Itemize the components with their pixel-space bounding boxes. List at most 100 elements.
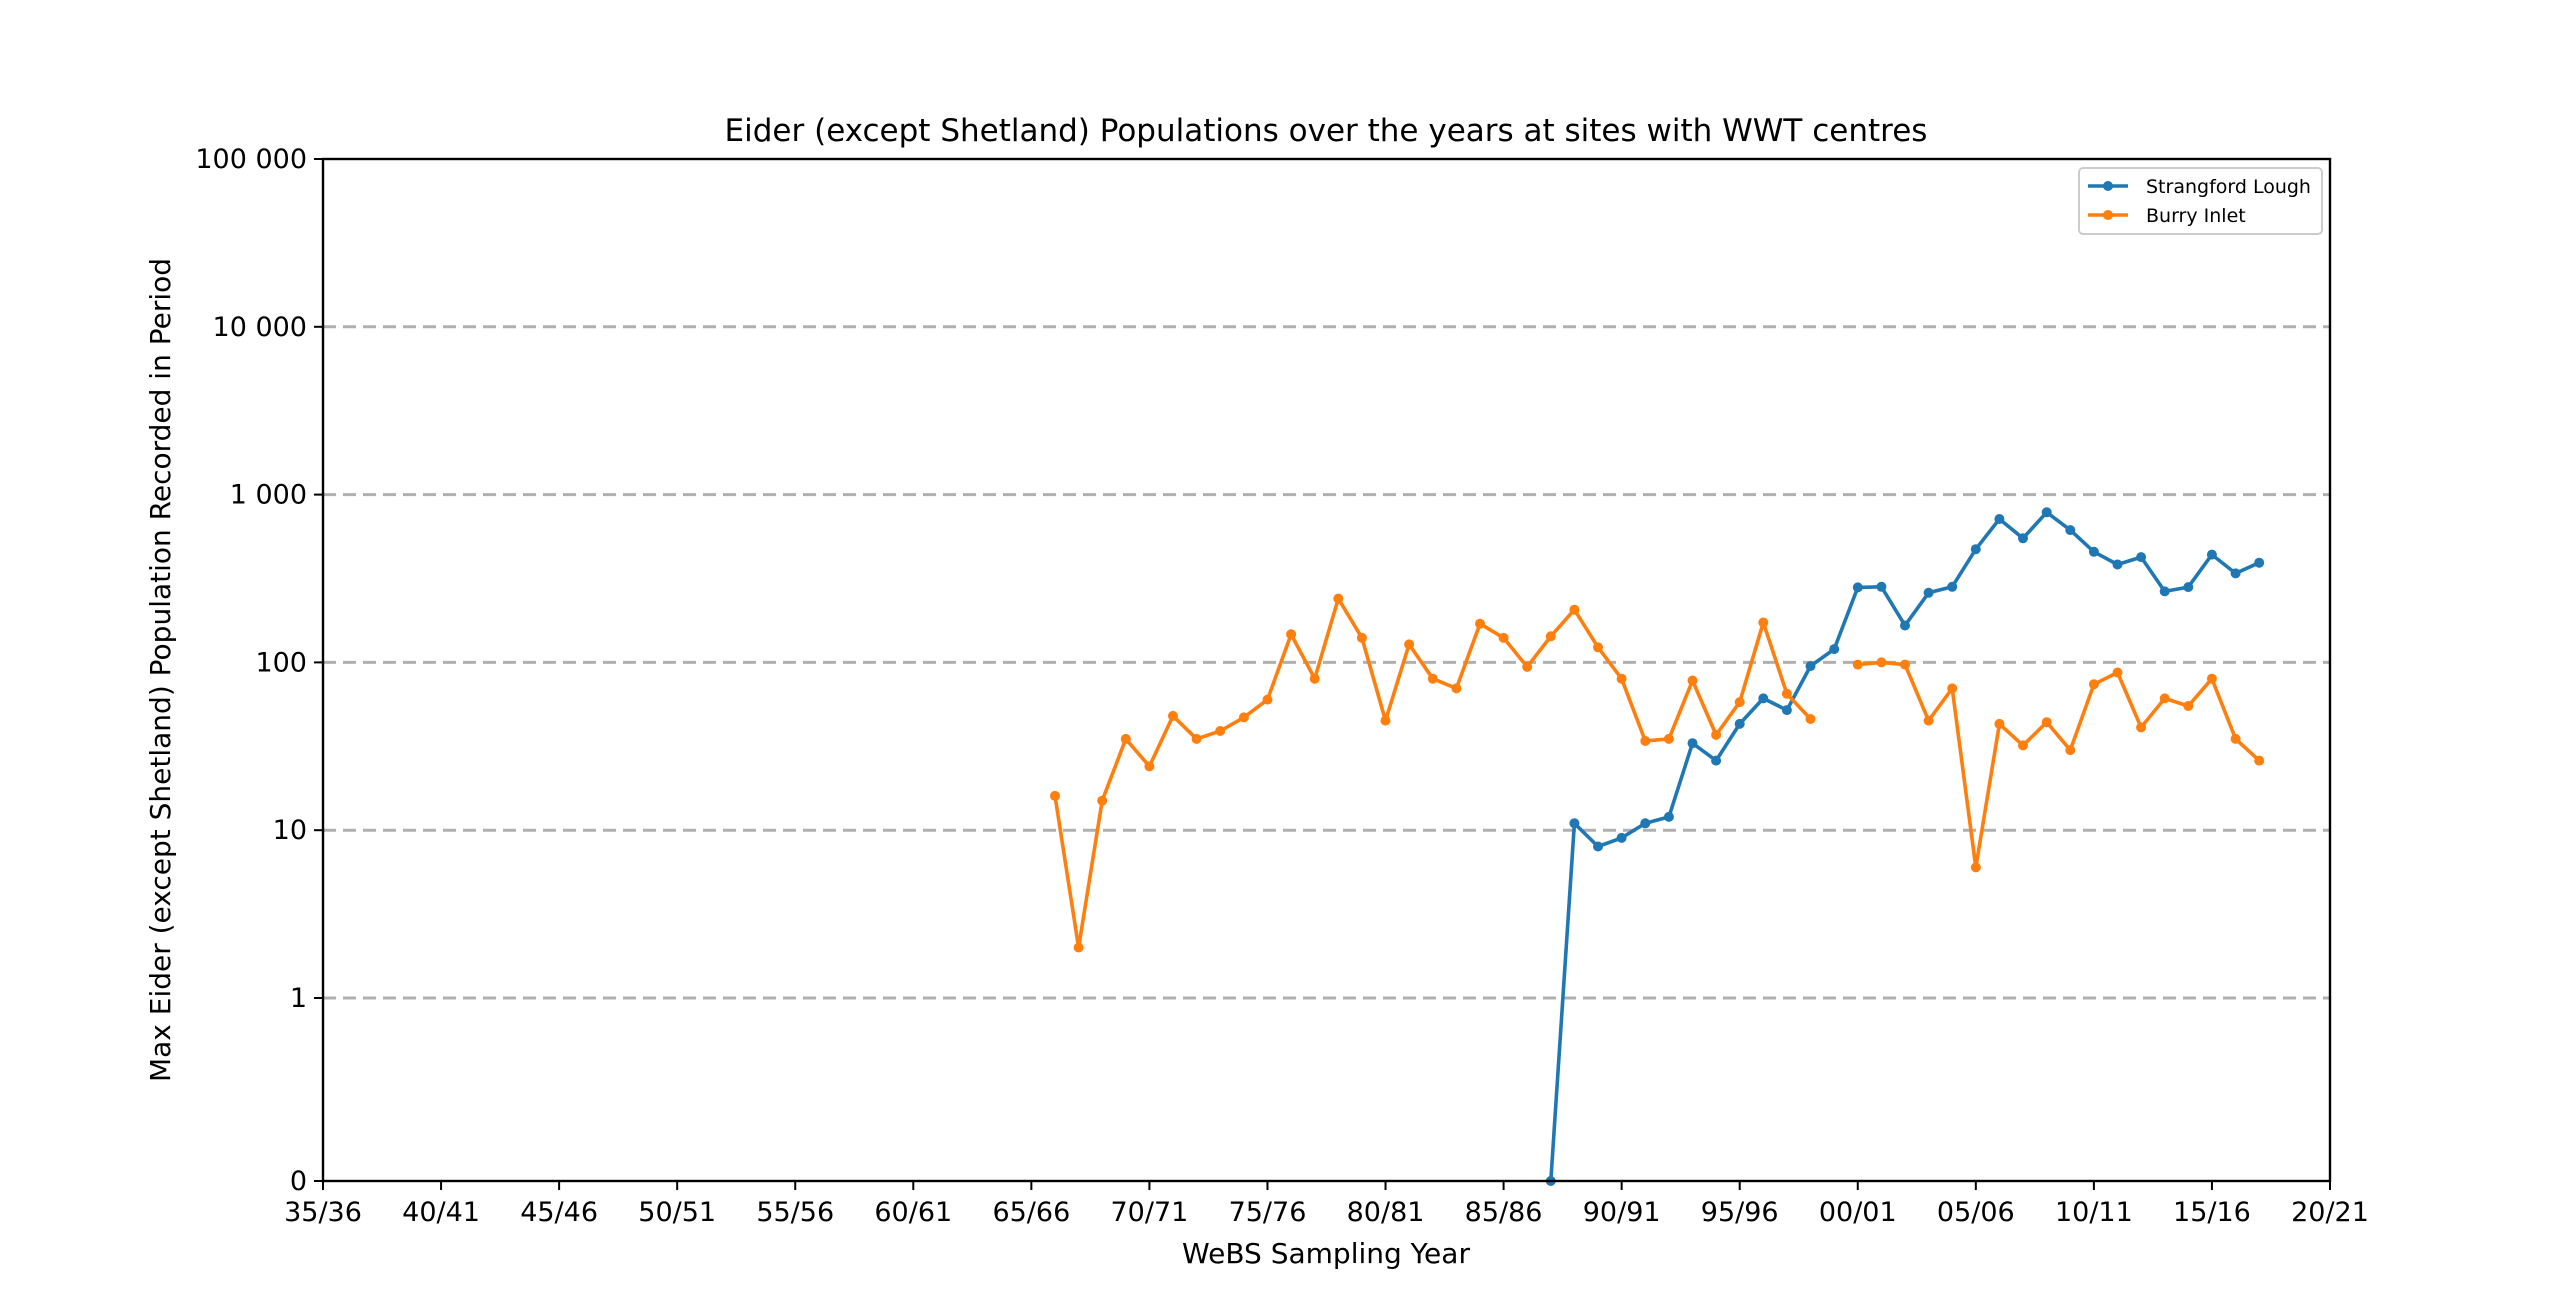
y-tick-label-4: 1 000 <box>230 480 307 511</box>
data-point-strangford-lough-1988 <box>1569 818 1580 829</box>
legend: Strangford Lough Burry Inlet <box>2078 167 2323 235</box>
x-axis-label: WeBS Sampling Year <box>1182 1237 1470 1270</box>
data-point-burry-inlet-1996 <box>1758 617 1769 628</box>
data-point-burry-inlet-2003 <box>1923 715 1934 726</box>
x-tick-label-5: 60/61 <box>874 1197 952 1228</box>
legend-item-burry-inlet: Burry Inlet <box>2088 205 2246 227</box>
legend-marker-strangford-lough <box>2103 181 2113 191</box>
x-tick-label-14: 05/06 <box>1937 1197 2015 1228</box>
data-point-burry-inlet-1987 <box>1545 631 1556 642</box>
data-point-strangford-lough-1992 <box>1663 811 1674 822</box>
data-point-burry-inlet-1997 <box>1781 688 1792 699</box>
data-point-strangford-lough-2010 <box>2088 546 2099 557</box>
x-tick-label-1: 40/41 <box>402 1197 480 1228</box>
data-point-burry-inlet-1982 <box>1427 673 1438 684</box>
data-point-burry-inlet-2005 <box>1970 862 1981 873</box>
y-tick-label-6: 100 000 <box>195 144 307 175</box>
data-point-burry-inlet-1970 <box>1144 761 1155 772</box>
data-point-burry-inlet-1971 <box>1168 710 1178 721</box>
data-point-burry-inlet-2016 <box>2230 733 2241 744</box>
y-tick-label-1: 1 <box>290 983 307 1014</box>
data-point-burry-inlet-2014 <box>2183 701 2194 711</box>
data-point-burry-inlet-2007 <box>2018 740 2028 751</box>
series-line-burry-inlet-1 <box>1856 660 2261 870</box>
data-point-strangford-lough-2005 <box>1970 544 1981 555</box>
data-point-burry-inlet-1991 <box>1640 736 1651 746</box>
data-point-burry-inlet-1976 <box>1286 629 1297 640</box>
chart-title: Eider (except Shetland) Populations over… <box>725 113 1928 149</box>
data-point-burry-inlet-1992 <box>1663 733 1674 744</box>
data-point-strangford-lough-1991 <box>1640 818 1651 829</box>
x-axis-ticks: 35/36 40/41 45/46 50/51 55/56 60/61 65/66 70/71… <box>284 1181 2369 1228</box>
x-tick-label-7: 70/71 <box>1111 1197 1189 1228</box>
data-point-strangford-lough-2001 <box>1876 581 1887 592</box>
data-point-strangford-lough-2003 <box>1923 587 1934 598</box>
legend-label-burry-inlet: Burry Inlet <box>2146 205 2246 227</box>
data-point-strangford-lough-1997 <box>1781 705 1792 716</box>
data-point-strangford-lough-2011 <box>2112 559 2123 570</box>
data-point-burry-inlet-1968 <box>1097 795 1108 806</box>
data-point-burry-inlet-1979 <box>1356 632 1367 643</box>
data-point-burry-inlet-2017 <box>2254 755 2265 766</box>
data-point-strangford-lough-2013 <box>2159 586 2170 597</box>
data-point-burry-inlet-2010 <box>2088 679 2099 690</box>
data-point-burry-inlet-1977 <box>1309 673 1320 684</box>
data-point-strangford-lough-1989 <box>1593 841 1603 852</box>
data-point-burry-inlet-2015 <box>2206 673 2217 684</box>
data-point-strangford-lough-2006 <box>1994 514 2005 524</box>
y-axis-label: Max Eider (except Shetland) Population R… <box>144 258 177 1082</box>
data-point-burry-inlet-1966 <box>1050 790 1060 801</box>
data-point-strangford-lough-2008 <box>2041 507 2052 518</box>
data-point-burry-inlet-1998 <box>1805 714 1816 724</box>
data-point-burry-inlet-1995 <box>1734 697 1745 708</box>
data-point-burry-inlet-1990 <box>1616 673 1627 684</box>
x-tick-label-2: 45/46 <box>520 1197 598 1228</box>
data-point-burry-inlet-1981 <box>1404 639 1415 650</box>
x-tick-label-3: 50/51 <box>638 1197 716 1228</box>
data-point-burry-inlet-1967 <box>1073 942 1084 953</box>
plot-frame <box>321 157 2332 1183</box>
series-line-burry-inlet-0 <box>1053 596 1813 950</box>
data-point-strangford-lough-2007 <box>2018 533 2028 544</box>
data-point-strangford-lough-2009 <box>2065 525 2076 536</box>
y-tick-label-3: 100 <box>255 647 307 678</box>
x-tick-label-10: 85/86 <box>1465 1197 1543 1228</box>
data-point-strangford-lough-2000 <box>1852 582 1863 593</box>
data-point-burry-inlet-1972 <box>1191 733 1202 744</box>
legend-marker-burry-inlet <box>2103 210 2113 220</box>
y-tick-label-2: 10 <box>273 815 307 846</box>
data-point-burry-inlet-1980 <box>1380 715 1391 726</box>
data-point-strangford-lough-2014 <box>2183 582 2194 593</box>
gridlines <box>323 325 2330 1000</box>
legend-label-strangford-lough: Strangford Lough <box>2146 176 2311 198</box>
y-axis-ticks: 0 1 10 100 1 000 10 000 100 000 <box>195 144 323 1197</box>
data-point-burry-inlet-2008 <box>2041 717 2052 728</box>
x-tick-label-16: 15/16 <box>2173 1197 2251 1228</box>
series-line-strangford-lough-0 <box>1549 510 2261 1183</box>
data-point-burry-inlet-1988 <box>1569 604 1580 615</box>
data-point-strangford-lough-1994 <box>1711 755 1722 766</box>
y-tick-label-0: 0 <box>290 1166 307 1197</box>
data-point-burry-inlet-2006 <box>1994 718 2005 729</box>
data-point-burry-inlet-1974 <box>1238 712 1249 723</box>
x-tick-label-12: 95/96 <box>1701 1197 1779 1228</box>
data-point-burry-inlet-2002 <box>1900 659 1910 670</box>
data-point-burry-inlet-1986 <box>1522 661 1533 672</box>
legend-box <box>2078 167 2323 235</box>
data-point-burry-inlet-1989 <box>1593 642 1603 653</box>
data-point-burry-inlet-1993 <box>1687 675 1698 686</box>
data-point-strangford-lough-1996 <box>1758 693 1769 704</box>
data-point-burry-inlet-1975 <box>1262 694 1273 705</box>
data-point-strangford-lough-1990 <box>1616 832 1627 843</box>
x-tick-label-0: 35/36 <box>284 1197 362 1228</box>
y-tick-label-5: 10 000 <box>213 312 307 343</box>
data-point-burry-inlet-1969 <box>1120 733 1131 744</box>
x-tick-label-8: 75/76 <box>1229 1197 1307 1228</box>
data-point-burry-inlet-2011 <box>2112 667 2123 678</box>
data-point-strangford-lough-1999 <box>1829 644 1840 655</box>
data-point-strangford-lough-2016 <box>2230 568 2241 579</box>
data-point-burry-inlet-2001 <box>1876 657 1887 668</box>
x-tick-label-9: 80/81 <box>1347 1197 1425 1228</box>
data-point-burry-inlet-2012 <box>2136 722 2147 733</box>
